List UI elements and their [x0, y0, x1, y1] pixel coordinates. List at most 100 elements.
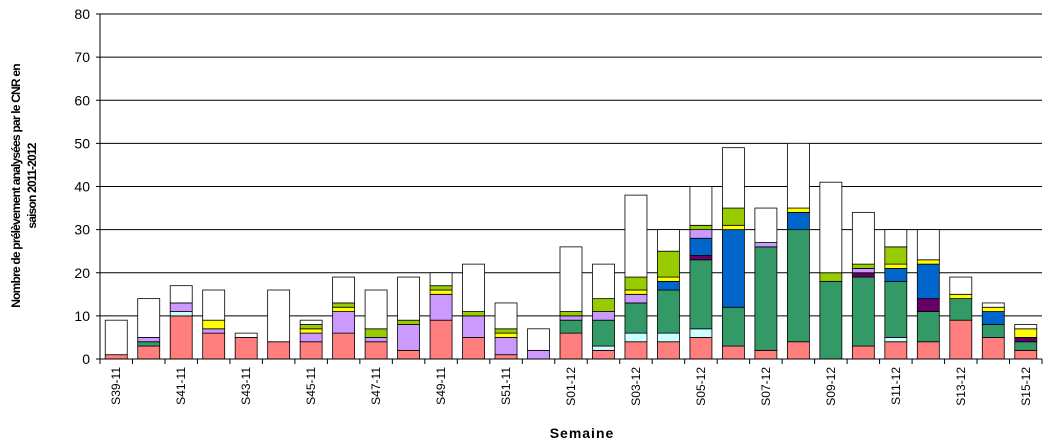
bar-segment [819, 280, 843, 360]
bar-segment [494, 302, 518, 330]
bar-segment [592, 345, 615, 351]
y-tick-label: 10 [74, 308, 90, 324]
bar-segment [137, 337, 161, 343]
bar-segment [202, 289, 226, 321]
bar-segment [657, 276, 680, 282]
bar-segment [104, 354, 128, 360]
bar-segment [689, 255, 713, 261]
bar-segment [397, 319, 420, 325]
bar-segment [494, 337, 518, 356]
bar-segment [429, 285, 453, 291]
x-tick-label: S11-12 [889, 367, 903, 405]
bar-segment [137, 341, 161, 347]
bar-segment [786, 229, 810, 343]
bar-segment [786, 211, 810, 231]
bar-segment [364, 289, 388, 330]
bar-segment [1014, 324, 1038, 330]
x-tick-label: S15-12 [1019, 367, 1033, 406]
bar-segment [624, 194, 648, 278]
bar-segment [819, 272, 843, 282]
bar-segment [169, 315, 193, 360]
x-tick-label: S39-11 [109, 367, 123, 405]
bar-segment [559, 319, 583, 334]
y-tick-label: 50 [74, 135, 90, 151]
bar-segment [689, 237, 713, 256]
bar-segment [851, 268, 875, 274]
bar-segment [722, 306, 745, 347]
bar-segment [527, 349, 550, 360]
bar-segment [657, 250, 680, 278]
bar-segment [592, 263, 615, 300]
bar-segment [722, 224, 745, 231]
bar-segment [299, 324, 323, 330]
bar-segment [592, 298, 615, 312]
y-tick-label: 70 [74, 49, 90, 65]
y-axis-title: saison 2011-2012 [25, 142, 39, 228]
bar-segment [722, 229, 745, 308]
bar-segment [916, 311, 940, 343]
y-tick-label: 20 [74, 265, 90, 281]
bar-segment [559, 332, 583, 360]
bar-segment [981, 311, 1005, 325]
bar-segment [884, 268, 908, 282]
bar-segment [884, 246, 908, 265]
bar-segment [884, 229, 908, 248]
bar-segment [657, 289, 680, 334]
bar-segment [689, 328, 713, 338]
y-tick-label: 80 [74, 6, 90, 22]
bar-segment [364, 341, 388, 360]
bar-segment [397, 324, 420, 351]
bar-segment [916, 229, 940, 261]
bar-segment [592, 319, 615, 347]
bar-segment [429, 319, 453, 360]
bar-segment [916, 298, 940, 312]
bar-segment [754, 349, 778, 360]
bar-segment [169, 302, 193, 312]
bar-segment [104, 319, 128, 356]
bar-segment [949, 293, 973, 300]
bar-segment [624, 341, 648, 360]
bar-segment [786, 142, 810, 209]
bar-segment [429, 293, 453, 321]
bar-segment [624, 293, 648, 304]
bar-segment [851, 345, 875, 360]
bar-segment [884, 263, 908, 269]
bar-segment [429, 272, 453, 287]
bar-segment [754, 242, 778, 248]
bar-segment [981, 324, 1005, 338]
bar-segment [559, 311, 583, 317]
bar-segment [624, 289, 648, 295]
bar-segment [851, 272, 875, 278]
bar-segment [657, 341, 680, 360]
bar-segment [202, 332, 226, 360]
bar-segment [916, 263, 940, 300]
bar-segment [819, 181, 843, 274]
bar-segment [462, 337, 485, 360]
bar-segment [299, 332, 323, 343]
bar-segment [754, 207, 778, 243]
bar-segment [689, 337, 713, 360]
bar-segment [689, 259, 713, 330]
bar-segment [1014, 328, 1038, 338]
x-tick-label: S41-11 [174, 367, 188, 405]
bar-segment [689, 224, 713, 231]
bar-segment [462, 263, 485, 312]
bar-segment [494, 328, 518, 334]
bar-segment [494, 332, 518, 338]
bar-segment [137, 298, 161, 338]
bar-segment [949, 298, 973, 321]
bar-segment [1014, 349, 1038, 360]
bar-segment [397, 349, 420, 360]
x-tick-label: S13-12 [954, 367, 968, 406]
bar-segment [299, 328, 323, 334]
bar-segment [592, 311, 615, 321]
x-tick-label: S05-12 [694, 367, 708, 406]
bar-segment [332, 302, 356, 308]
bar-segment [494, 354, 518, 360]
bar-segment [462, 311, 485, 317]
bar-segment [267, 289, 291, 343]
bar-segment [364, 328, 388, 338]
bar-segment [981, 302, 1005, 308]
y-tick-label: 0 [82, 351, 90, 367]
